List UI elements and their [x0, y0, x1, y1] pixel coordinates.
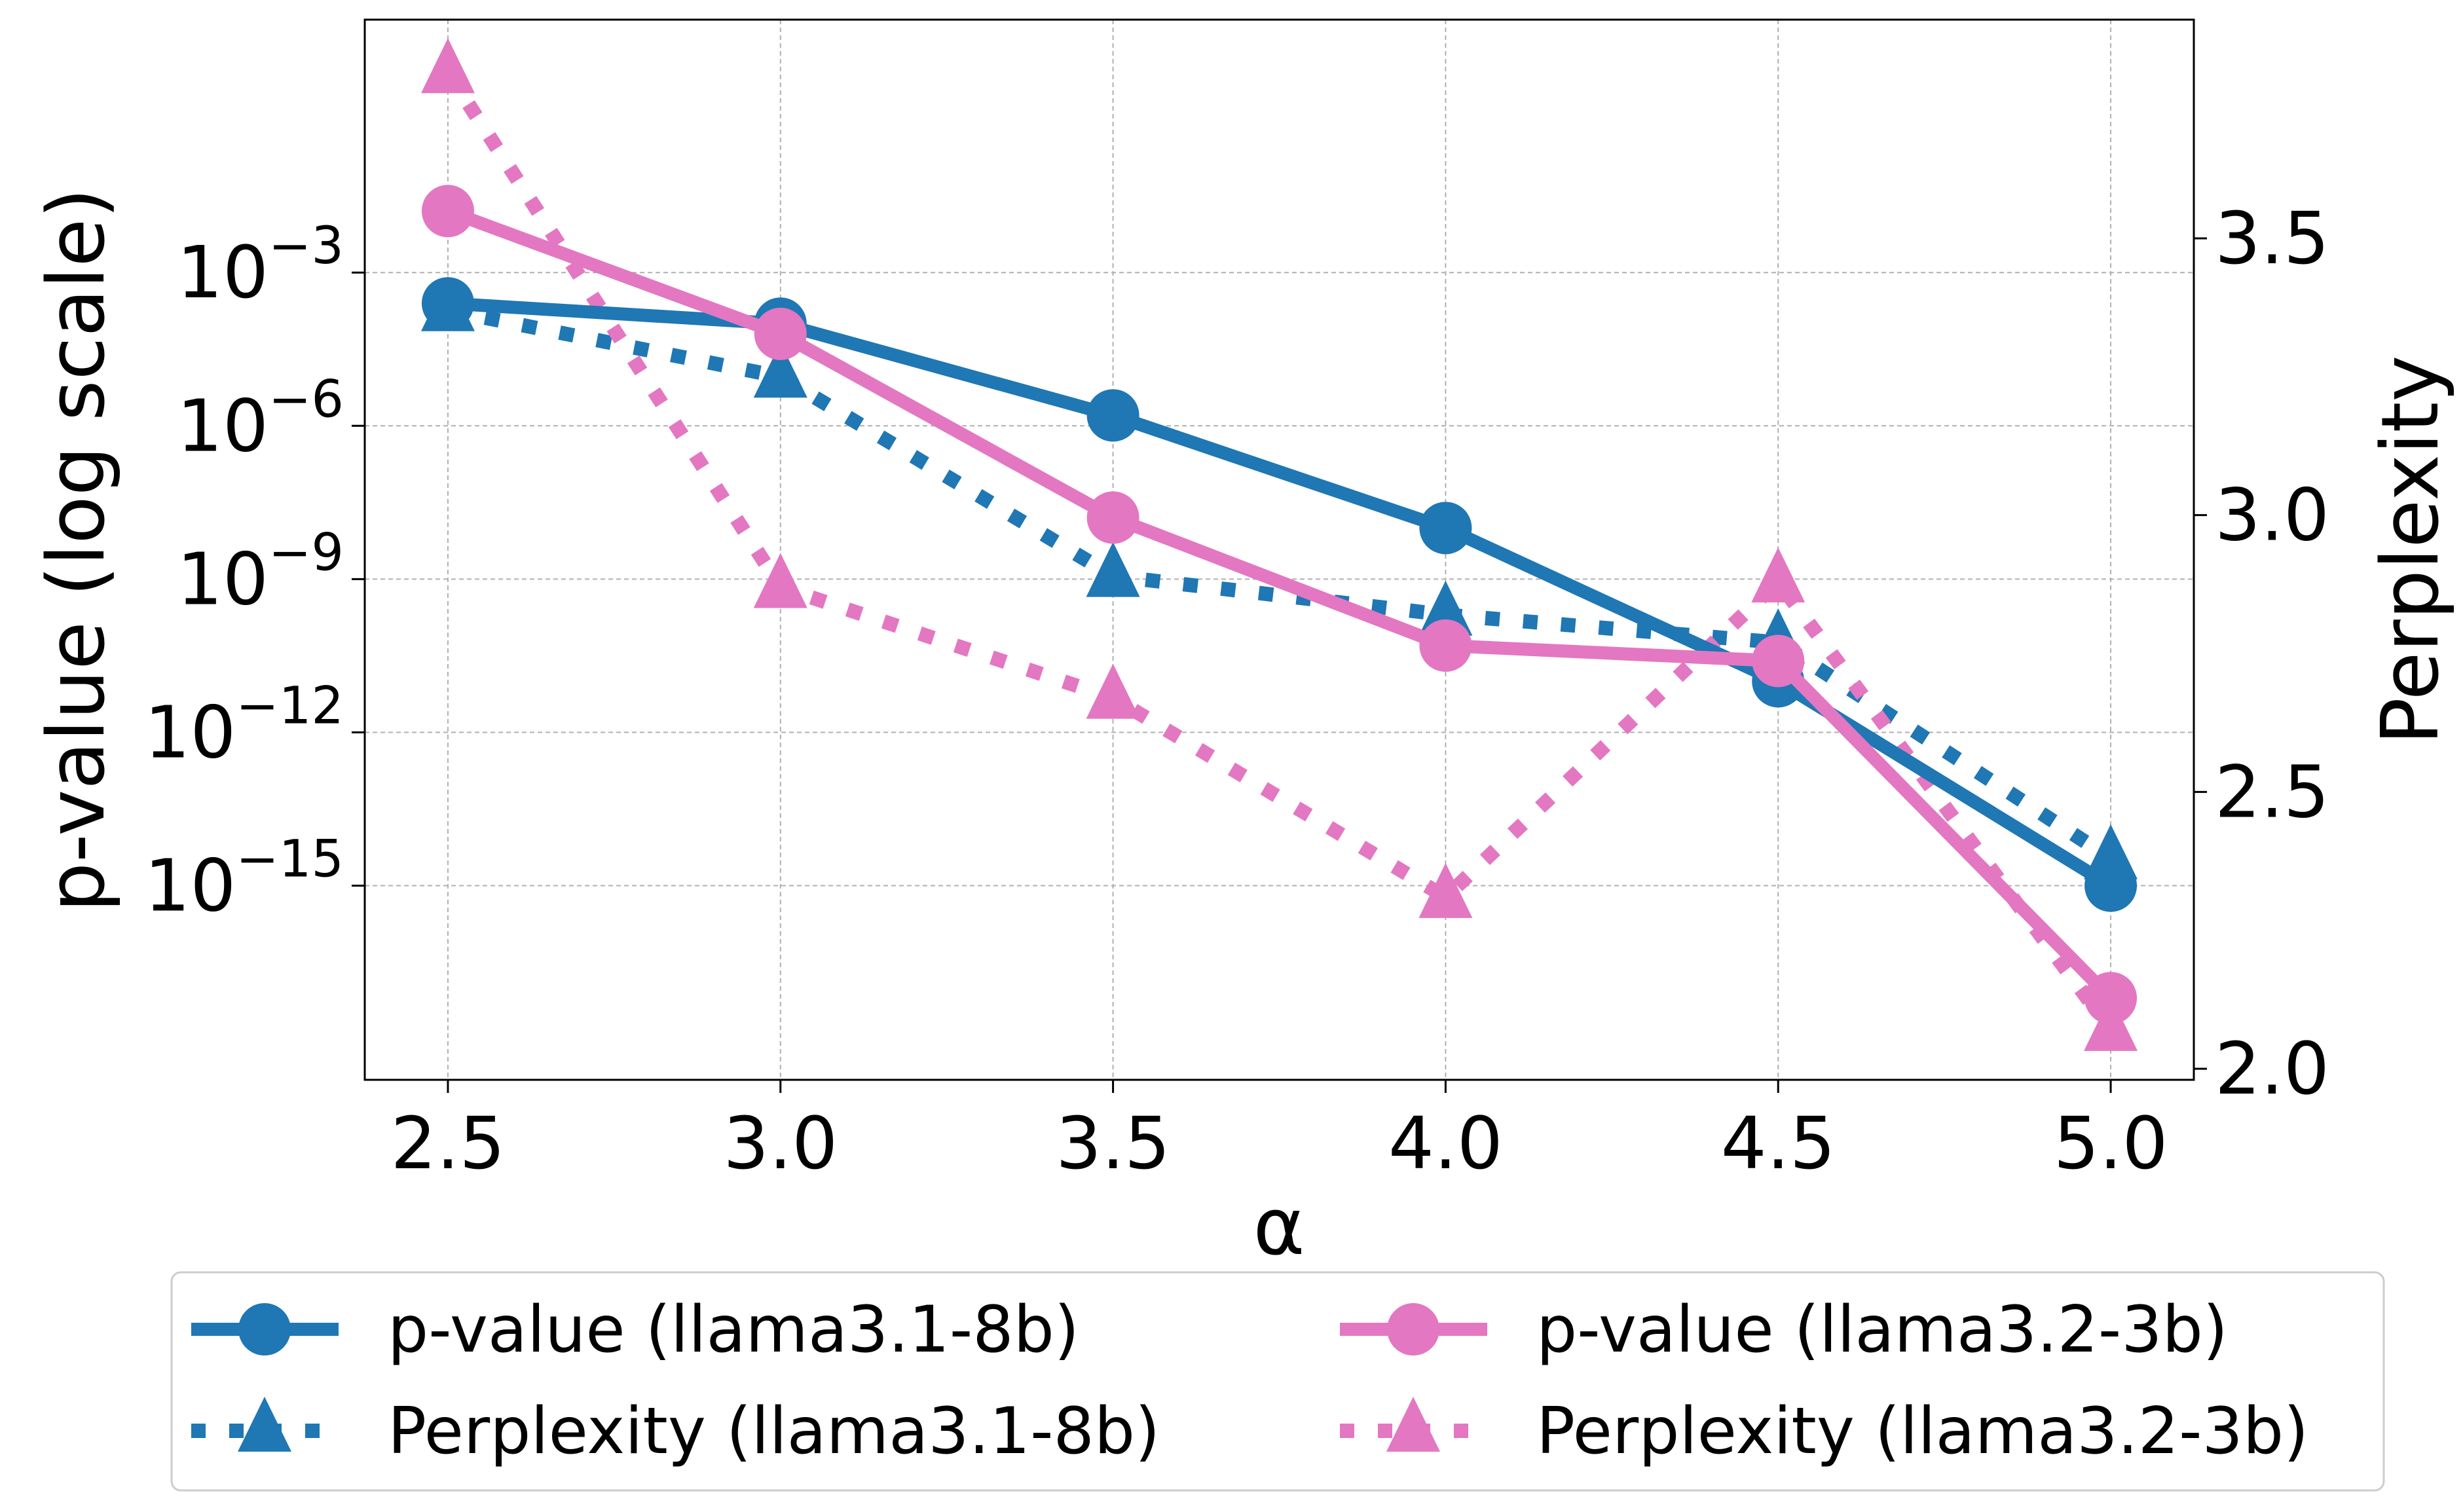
data-point-circle	[1419, 619, 1472, 672]
left-tick-label: 10−6	[177, 370, 344, 468]
left-axis-label: p-value (log scale)	[31, 188, 122, 912]
left-tick-label: 10−12	[144, 676, 344, 774]
right-tick-label: 3.5	[2215, 196, 2329, 280]
legend-label: p-value (llama3.2-3b)	[1536, 1293, 2228, 1367]
legend-label: Perplexity (llama3.2-3b)	[1536, 1394, 2308, 1469]
data-point-triangle	[1418, 580, 1473, 636]
data-point-triangle	[1086, 663, 1140, 719]
legend-entry: p-value (llama3.2-3b)	[1340, 1293, 2228, 1367]
legend-label: Perplexity (llama3.1-8b)	[388, 1394, 1160, 1469]
legend-circle-marker	[1387, 1303, 1439, 1355]
series-0	[421, 277, 2138, 912]
right-tick-label: 2.5	[2215, 750, 2329, 834]
data-point-triangle	[753, 342, 807, 398]
grid-lines	[365, 20, 2194, 1080]
data-point-circle	[421, 277, 474, 330]
data-point-triangle	[753, 553, 807, 608]
right-axis-label: Perplexity	[2365, 356, 2456, 745]
x-tick-label: 3.5	[1056, 1101, 1170, 1185]
right-tick-label: 3.0	[2215, 473, 2329, 557]
axes: 2.5 3.0 3.5 4.0 4.5 5.0 10−3 10−6 10−9 10−12 10−15…	[144, 196, 2329, 1185]
legend-label: p-value (llama3.1-8b)	[388, 1293, 1079, 1367]
legend-triangle-marker	[238, 1396, 291, 1452]
data-point-circle	[1752, 635, 1805, 688]
data-point-circle	[754, 307, 807, 360]
left-tick-label: 10−15	[144, 830, 344, 928]
data-point-triangle	[1418, 862, 1473, 918]
x-tick-label: 5.0	[2054, 1101, 2168, 1185]
legend-entry: Perplexity (llama3.1-8b)	[191, 1394, 1160, 1469]
data-point-circle	[2084, 972, 2138, 1025]
x-tick-label: 2.5	[390, 1101, 505, 1185]
x-tick-label: 3.0	[723, 1101, 838, 1185]
legend-entry: Perplexity (llama3.2-3b)	[1340, 1394, 2308, 1469]
data-point-circle	[2084, 859, 2138, 912]
series-line	[445, 204, 2116, 1003]
legend-frame	[170, 1271, 2385, 1492]
x-tick-label: 4.0	[1388, 1101, 1503, 1185]
legend: p-value (llama3.1-8b) p-value (llama3.2-3…	[170, 1271, 2385, 1492]
plot-area-frame	[363, 18, 2195, 1081]
data-point-triangle	[1086, 542, 1140, 597]
left-tick-label: 10−9	[177, 523, 344, 621]
legend-circle-marker	[238, 1303, 291, 1355]
data-point-circle	[1086, 491, 1139, 544]
data-point-circle	[421, 185, 474, 238]
x-axis-label: α	[1253, 1182, 1305, 1273]
legend-entry: p-value (llama3.1-8b)	[191, 1293, 1079, 1367]
data-point-triangle	[1751, 547, 1806, 603]
data-point-circle	[1419, 502, 1472, 555]
series-line	[441, 68, 2117, 1035]
left-tick-label: 10−3	[177, 217, 344, 314]
data-point-circle	[1086, 389, 1139, 442]
series-layer	[420, 38, 2138, 1051]
series-line	[447, 297, 2115, 892]
right-tick-label: 2.0	[2215, 1027, 2329, 1111]
data-point-triangle	[420, 38, 475, 94]
series-3	[420, 38, 2138, 1051]
series-2	[421, 185, 2138, 1025]
x-tick-label: 4.5	[1721, 1101, 1836, 1185]
legend-triangle-marker	[1386, 1396, 1440, 1452]
